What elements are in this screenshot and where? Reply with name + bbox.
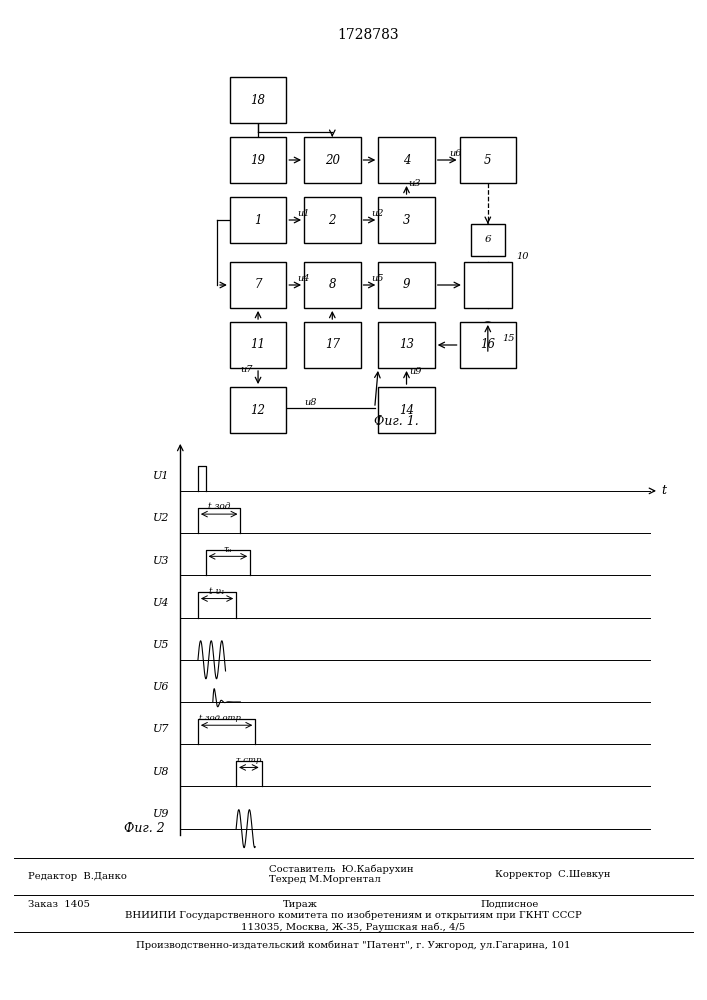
- Text: u1: u1: [297, 209, 310, 218]
- Text: 5: 5: [484, 153, 491, 166]
- Text: 1: 1: [255, 214, 262, 227]
- Text: τ стр: τ стр: [236, 756, 262, 764]
- Text: 1728783: 1728783: [337, 28, 399, 42]
- Text: u3: u3: [409, 179, 421, 188]
- Text: U9: U9: [153, 809, 170, 819]
- Text: 2: 2: [329, 214, 336, 227]
- Text: Фиг. 1.: Фиг. 1.: [373, 415, 419, 428]
- Text: U7: U7: [153, 724, 170, 734]
- Text: 7: 7: [255, 278, 262, 292]
- Bar: [230, 387, 286, 433]
- Text: t зод: t зод: [208, 502, 230, 511]
- Text: u5: u5: [372, 274, 384, 283]
- Bar: [460, 322, 516, 368]
- Text: 20: 20: [325, 153, 340, 166]
- Text: U6: U6: [153, 682, 170, 692]
- Bar: [378, 197, 435, 243]
- Text: Производственно-издательский комбинат "Патент", г. Ужгород, ул.Гагарина, 101: Производственно-издательский комбинат "П…: [136, 940, 571, 950]
- Text: 18: 18: [250, 94, 266, 106]
- Text: 4: 4: [403, 153, 410, 166]
- Text: t: t: [662, 484, 667, 497]
- Bar: [230, 322, 286, 368]
- Text: U5: U5: [153, 640, 170, 650]
- Text: u6: u6: [450, 149, 462, 158]
- Bar: [230, 77, 286, 123]
- Text: 6: 6: [484, 235, 491, 244]
- Text: Составитель  Ю.Кабарухин: Составитель Ю.Кабарухин: [269, 864, 414, 874]
- Text: Фиг. 2: Фиг. 2: [124, 822, 165, 834]
- Text: τᵤ: τᵤ: [223, 544, 232, 553]
- Text: u9: u9: [409, 366, 422, 375]
- Text: ВНИИПИ Государственного комитета по изобретениям и открытиям при ГКНТ СССР: ВНИИПИ Государственного комитета по изоб…: [125, 911, 582, 920]
- Text: 8: 8: [329, 278, 336, 292]
- Text: 17: 17: [325, 338, 340, 352]
- Text: 10: 10: [516, 252, 529, 261]
- Text: 14: 14: [399, 403, 414, 416]
- Bar: [378, 322, 435, 368]
- Text: t зод отр: t зод отр: [199, 714, 240, 722]
- Text: u7: u7: [240, 365, 253, 374]
- Text: 12: 12: [250, 403, 266, 416]
- Bar: [304, 322, 361, 368]
- Bar: [378, 262, 435, 308]
- Bar: [304, 137, 361, 183]
- Bar: [378, 387, 435, 433]
- Text: U4: U4: [153, 598, 170, 608]
- Text: 11: 11: [250, 338, 266, 352]
- Text: Заказ  1405: Заказ 1405: [28, 900, 90, 909]
- Text: u2: u2: [372, 209, 384, 218]
- Text: u8: u8: [304, 398, 317, 407]
- Bar: [471, 224, 505, 256]
- Text: Тираж: Тираж: [283, 900, 317, 909]
- Bar: [378, 137, 435, 183]
- Bar: [304, 262, 361, 308]
- Bar: [230, 262, 286, 308]
- Text: U3: U3: [153, 556, 170, 566]
- Bar: [230, 137, 286, 183]
- Text: t υ₁: t υ₁: [209, 587, 225, 596]
- Text: U1: U1: [153, 471, 170, 481]
- Text: U8: U8: [153, 767, 170, 777]
- Bar: [464, 262, 512, 308]
- Text: Корректор  С.Шевкун: Корректор С.Шевкун: [495, 870, 610, 879]
- Text: 15: 15: [502, 334, 515, 343]
- Text: U2: U2: [153, 513, 170, 523]
- Bar: [230, 197, 286, 243]
- Text: 9: 9: [403, 278, 410, 292]
- Text: Редактор  В.Данко: Редактор В.Данко: [28, 872, 127, 881]
- Text: Техред М.Моргентал: Техред М.Моргентал: [269, 875, 380, 884]
- Text: Подписное: Подписное: [481, 900, 539, 909]
- Text: 16: 16: [480, 338, 496, 352]
- Bar: [304, 197, 361, 243]
- Text: u4: u4: [297, 274, 310, 283]
- Text: 19: 19: [250, 153, 266, 166]
- Text: 13: 13: [399, 338, 414, 352]
- Text: 3: 3: [403, 214, 410, 227]
- Bar: [460, 137, 516, 183]
- Text: 113035, Москва, Ж-35, Раушская наб., 4/5: 113035, Москва, Ж-35, Раушская наб., 4/5: [241, 922, 466, 932]
